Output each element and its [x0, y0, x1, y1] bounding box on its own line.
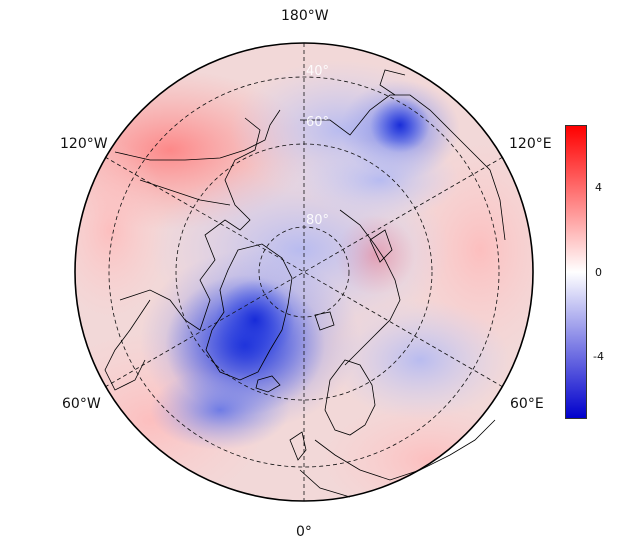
europe-coast	[299, 419, 496, 498]
lon-label-60e: 60°E	[510, 396, 544, 412]
lon-label-180w: 180°W	[281, 8, 329, 24]
colorbar-tick-0: 0	[595, 266, 602, 279]
colorbar	[565, 125, 587, 419]
lon-label-60w: 60°W	[62, 396, 101, 412]
lon-label-0: 0°	[296, 524, 312, 540]
alaska-coast	[114, 109, 281, 161]
lat-label-40: 40°	[306, 64, 330, 79]
novaya-zemlya-coast	[369, 229, 393, 263]
colorbar-tick-4: 4	[595, 181, 602, 194]
scandinavia-coast	[324, 359, 376, 436]
coastlines	[104, 69, 506, 498]
graticule	[104, 43, 504, 501]
iceland-coast	[255, 375, 281, 393]
lat-label-60: 60°	[306, 115, 330, 130]
anomaly-field	[75, 43, 533, 501]
svalbard-coast	[314, 311, 335, 331]
lat-circle-40	[108, 76, 500, 468]
kamchatka-coast	[379, 69, 406, 96]
lon-label-120e: 120°E	[509, 136, 552, 152]
eurasia-arctic-coast	[339, 209, 401, 366]
britain-coast	[289, 431, 307, 461]
canada-coast	[119, 117, 261, 331]
lon-label-120w: 120°W	[60, 136, 108, 152]
lat-label-80: 80°	[306, 213, 330, 228]
colorbar-tick-minus-4: -4	[593, 350, 604, 363]
siberia-coast	[300, 94, 506, 241]
greenland-coast	[205, 243, 293, 381]
hudson-bay-coast	[104, 299, 151, 391]
map-boundary	[74, 42, 534, 502]
